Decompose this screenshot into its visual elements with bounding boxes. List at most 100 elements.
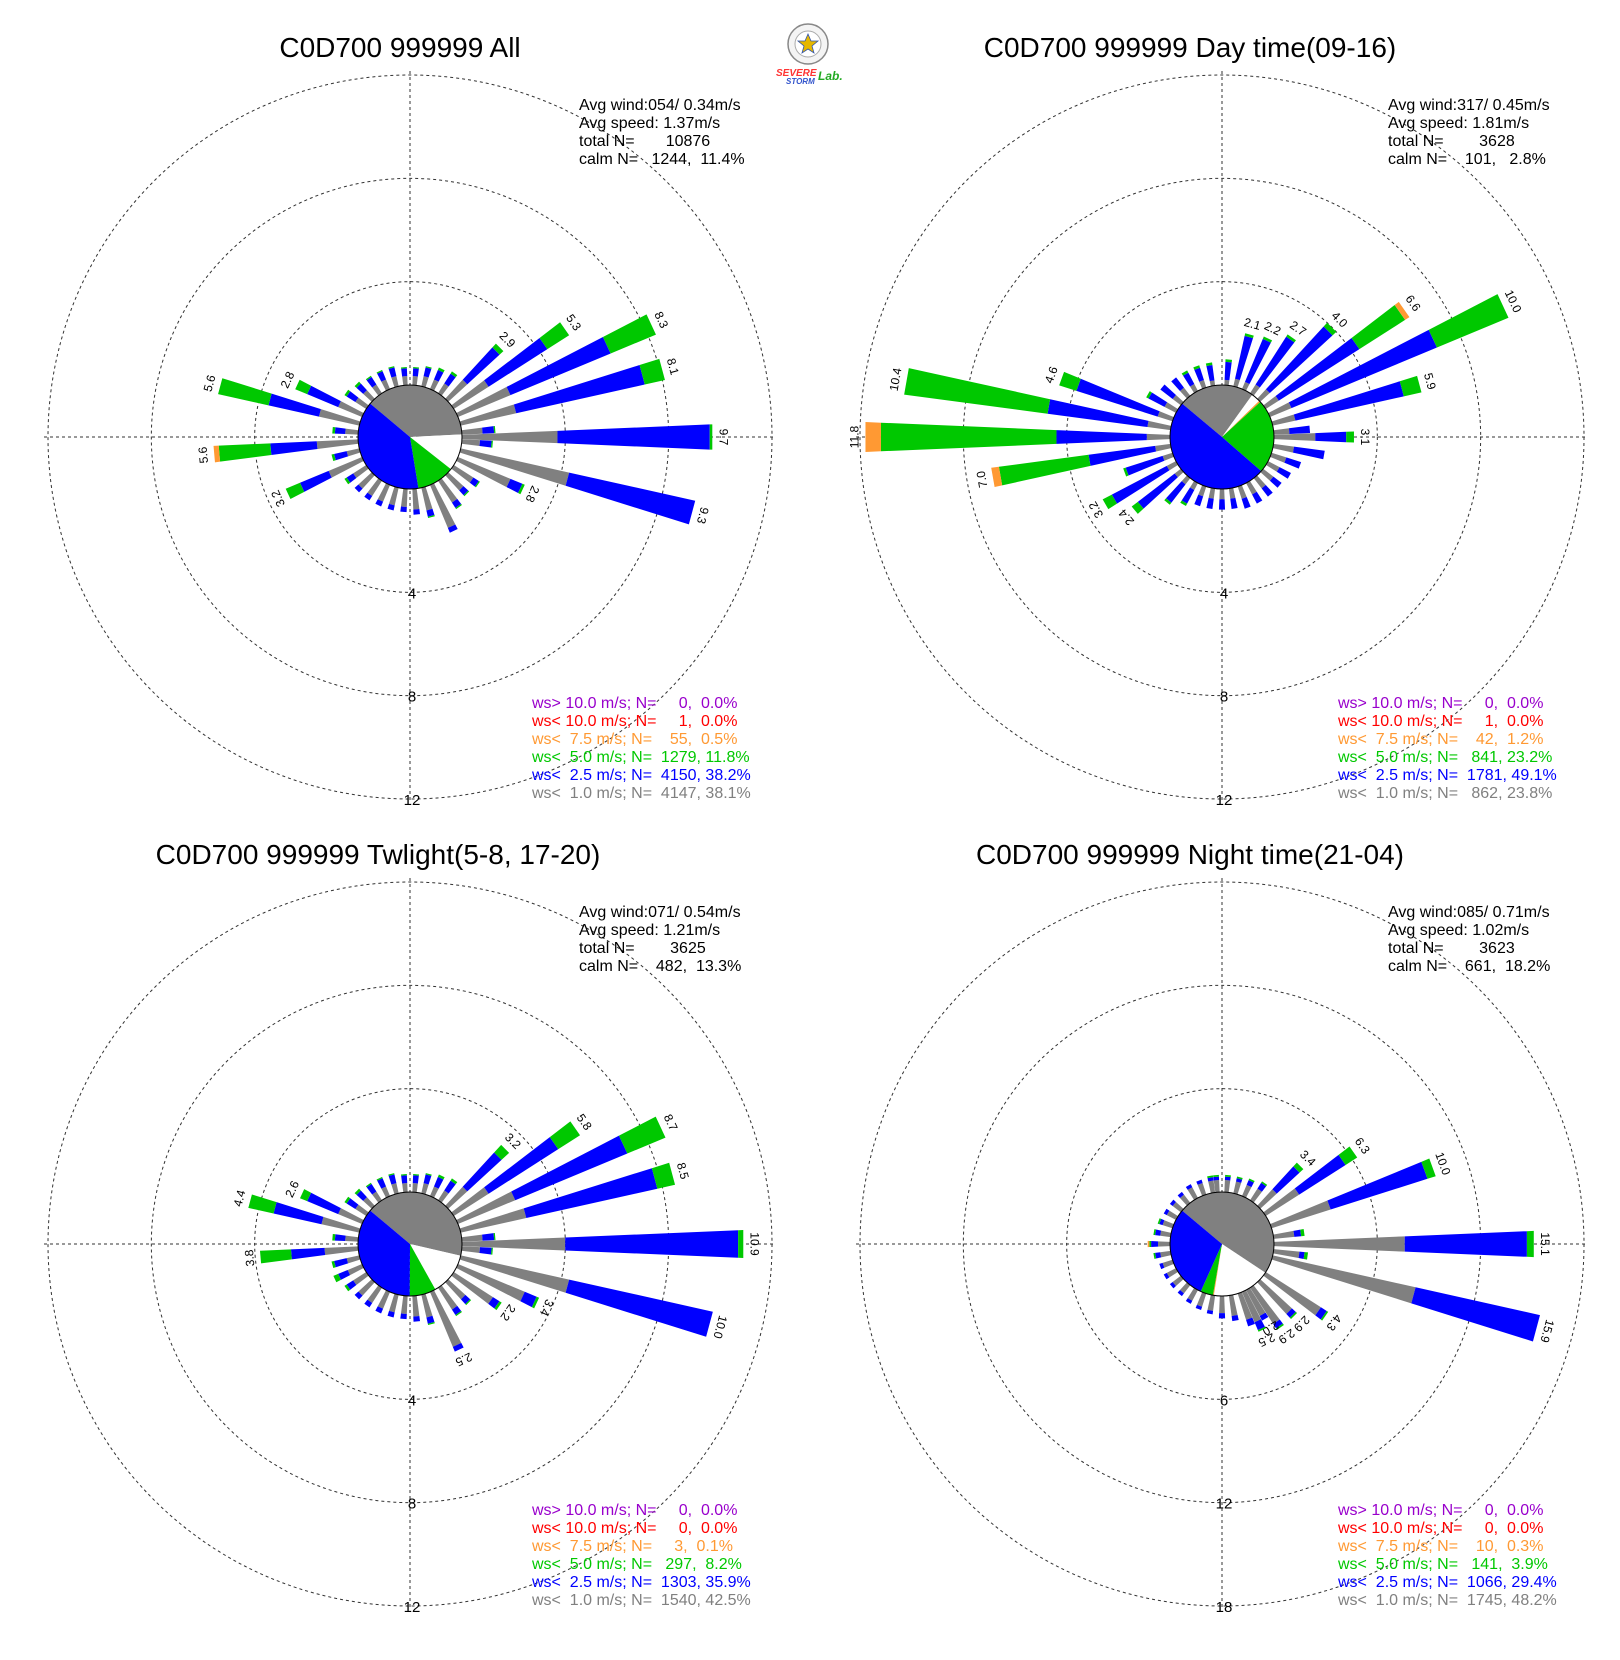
pie-slice <box>1182 1191 1275 1273</box>
bar-segment <box>1180 500 1188 506</box>
bar-segment <box>557 424 710 450</box>
bar-segment <box>450 1178 458 1185</box>
bar-segment <box>445 472 464 491</box>
bar-segment <box>1131 501 1144 514</box>
bar-segment <box>491 1247 493 1255</box>
bar-segment <box>1102 494 1118 510</box>
bar-segment <box>1272 443 1295 453</box>
bar-segment <box>482 1233 495 1241</box>
bar-segment <box>491 440 493 448</box>
bar-segment <box>1224 379 1230 386</box>
bar-segment <box>494 1301 502 1311</box>
bar-segment <box>1189 480 1198 490</box>
bar-segment <box>1159 1218 1165 1226</box>
bar-segment <box>447 524 458 533</box>
bar-segment <box>991 466 1003 487</box>
bar-segment <box>1213 1174 1219 1178</box>
bar-segment <box>1300 1229 1305 1237</box>
ring-label: 12 <box>404 1599 421 1616</box>
bar-segment <box>1193 365 1201 370</box>
bar-segment <box>998 454 1091 486</box>
bar-segment <box>459 1208 527 1233</box>
bar-segment <box>355 1204 369 1216</box>
bar-segment <box>354 1188 361 1195</box>
bar-segment <box>539 322 570 350</box>
bar-segment <box>1198 485 1207 497</box>
bar-segment <box>412 376 418 386</box>
bar-segment <box>366 376 377 388</box>
bar-segment <box>218 443 272 462</box>
bar-segment <box>376 369 383 374</box>
bar-label: 3.4 <box>1297 1147 1319 1169</box>
bar-label: 10.0 <box>710 1314 730 1340</box>
bar-segment <box>338 1269 351 1280</box>
bar-segment <box>346 391 359 403</box>
bar-segment <box>1155 1252 1162 1259</box>
bar-label: 10.4 <box>887 366 905 392</box>
bar-segment <box>1261 1181 1268 1187</box>
bar-segment <box>346 448 361 457</box>
stat-line: Avg wind:317/ 0.45m/s <box>1388 97 1550 114</box>
bar-segment <box>345 428 359 435</box>
ring-label: 12 <box>404 792 421 809</box>
bar-segment <box>324 1246 359 1256</box>
bar-segment <box>565 1230 739 1258</box>
bar-segment <box>1294 1154 1346 1195</box>
bar-segment <box>1338 1146 1358 1165</box>
bar-segment <box>738 1230 744 1258</box>
bar-segment <box>451 1272 493 1304</box>
bar-segment <box>1146 433 1171 441</box>
bar-segment <box>1159 1262 1165 1270</box>
bar-segment <box>445 379 468 402</box>
pie-outline <box>357 384 463 490</box>
legend-entry: ws< 1.0 m/s; N= 1540, 42.5% <box>531 1592 751 1609</box>
bar-segment <box>459 448 570 486</box>
bar-label: 2.5 <box>1256 1330 1277 1350</box>
bar-label: 8.5 <box>674 1161 692 1181</box>
bar-segment <box>1250 1285 1280 1325</box>
bar-segment <box>400 488 408 508</box>
bar-segment <box>1189 384 1198 394</box>
bar-segment <box>421 1183 429 1195</box>
bar-segment <box>1187 1287 1198 1301</box>
bar-segment <box>1526 1230 1534 1258</box>
bar-segment <box>1246 1180 1254 1188</box>
pie-slice <box>370 1192 462 1256</box>
bar-segment <box>460 1294 471 1305</box>
bar-label: 2.5 <box>453 1350 474 1370</box>
bar-segment <box>488 1297 500 1309</box>
bar-segment <box>461 430 558 444</box>
bar-segment <box>375 1306 384 1314</box>
bar-segment <box>1233 1181 1242 1195</box>
bar-segment <box>1235 1178 1243 1183</box>
bar-segment <box>459 404 517 426</box>
bar-segment <box>377 1290 391 1309</box>
pie-slice <box>1170 1210 1222 1292</box>
bar-segment <box>523 1168 658 1219</box>
bar-segment <box>511 1135 628 1201</box>
bar-segment <box>1137 473 1178 509</box>
bar-label: 10.9 <box>747 1232 761 1256</box>
bar-label: 9.3 <box>694 506 712 526</box>
bar-segment <box>450 371 458 378</box>
pie-slice <box>1222 401 1274 472</box>
bar-segment <box>456 1263 525 1302</box>
bar-segment <box>1224 361 1232 381</box>
bar-segment <box>1276 467 1291 479</box>
bar-segment <box>1160 384 1176 399</box>
bar-segment <box>565 1279 713 1337</box>
bar-segment <box>1233 378 1240 388</box>
bar-segment <box>456 456 511 488</box>
bar-segment <box>1224 1180 1231 1193</box>
bar-segment <box>372 384 382 396</box>
bar-segment <box>1174 468 1184 478</box>
bar-segment <box>1298 1251 1305 1259</box>
bar-segment <box>1162 1220 1174 1229</box>
bar-segment <box>1273 1230 1295 1239</box>
bar-label: 15.9 <box>1537 1318 1557 1344</box>
stat-line: Avg speed: 1.37m/s <box>579 115 720 132</box>
bar-segment <box>377 1178 387 1189</box>
bar-segment <box>1271 1255 1416 1304</box>
pie-slice <box>1222 400 1261 437</box>
bar-segment <box>1257 1189 1277 1209</box>
